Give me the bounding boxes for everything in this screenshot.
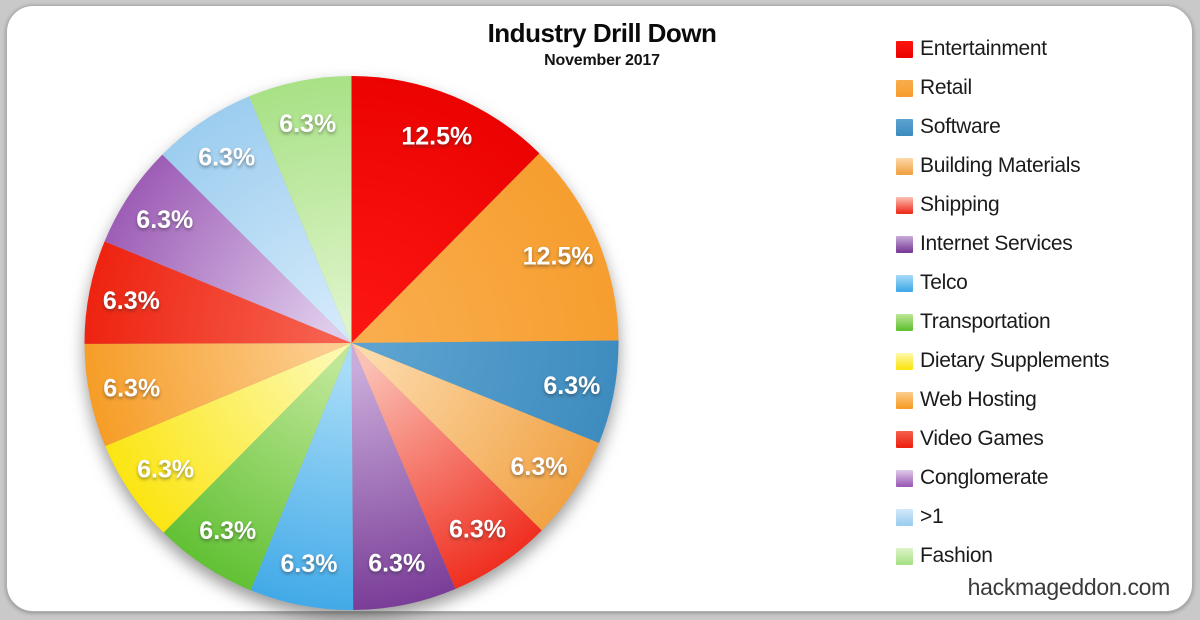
pie-slice-value-web-hosting: 6.3%	[103, 375, 160, 403]
pie-slice-conglomerate	[104, 154, 352, 343]
pie-slice-transportation	[163, 343, 352, 591]
legend-label: Dietary Supplements	[920, 349, 1110, 372]
pie-slice-value-software: 6.3%	[543, 372, 600, 400]
pie-slice-fashion	[249, 76, 352, 343]
pie-slices	[84, 76, 619, 610]
legend-label: Internet Services	[920, 232, 1073, 255]
legend-swatch-icon	[896, 391, 913, 409]
legend-swatch-icon	[896, 274, 913, 292]
pie-slice-value-shipping: 6.3%	[449, 516, 506, 544]
pie-slice-video-games	[84, 241, 352, 344]
legend-item-entertainment: Entertainment	[896, 37, 1109, 61]
pie-slice-software	[351, 340, 619, 444]
legend-item-software: Software	[896, 115, 1109, 139]
legend-swatch-icon	[896, 469, 913, 487]
legend-label: Transportation	[920, 310, 1051, 333]
legend-label: Conglomerate	[920, 466, 1049, 489]
legend-item-video-games: Video Games	[896, 427, 1109, 451]
legend: Entertainment Retail Software Building Mate…	[896, 37, 1110, 583]
pie-slice-value-building-materials: 6.3%	[511, 453, 568, 481]
legend-label: Fashion	[920, 544, 993, 567]
pie-slice-telco	[250, 343, 354, 610]
legend-item-transportation: Transportation	[896, 310, 1109, 334]
pie-slice-dietary-supplements	[105, 343, 352, 533]
legend-swatch-icon	[896, 235, 913, 253]
pie-slice-value-transportation: 6.3%	[199, 517, 256, 545]
pie-slice-value-dietary-supplements: 6.3%	[137, 455, 194, 483]
legend-label: Retail	[920, 76, 972, 99]
pie-slice-web-hosting	[84, 343, 352, 447]
legend-swatch-icon	[896, 196, 913, 214]
pie-slice-value-telco: 6.3%	[281, 550, 338, 578]
pie-slice-value-entertainment: 12.5%	[401, 123, 472, 151]
pie-slice-value-1: 6.3%	[198, 144, 255, 172]
pie-slice-labels: 12.5% 12.5% 6.3% 6.3% 6.3% 6.3% 6.3% 6.3% 6.3% 6.…	[103, 110, 600, 578]
pie-slice-building-materials	[351, 343, 600, 531]
pie-slice-1	[162, 96, 352, 344]
legend-swatch-icon	[896, 157, 913, 175]
pie-slice-value-conglomerate: 6.3%	[136, 206, 193, 234]
legend-item-retail: Retail	[896, 76, 1109, 100]
legend-swatch-icon	[896, 118, 913, 136]
legend-item-dietary-supplements: Dietary Supplements	[896, 349, 1110, 373]
pie-slice-entertainment	[351, 76, 540, 343]
legend-label: Building Materials	[920, 154, 1081, 177]
legend-item-shipping: Shipping	[896, 193, 1109, 217]
legend-item-telco: Telco	[896, 271, 1109, 295]
pie-slice-shipping	[351, 343, 542, 589]
pie-slice-value-retail: 12.5%	[523, 243, 594, 271]
pie-slice-value-internet-services: 6.3%	[368, 550, 425, 578]
pie-slice-internet-services	[351, 343, 456, 610]
legend-label: Web Hosting	[920, 388, 1037, 411]
pie-slice-value-video-games: 6.3%	[103, 287, 160, 315]
legend-swatch-icon	[896, 352, 913, 370]
watermark: hackmageddon.com	[967, 574, 1171, 600]
legend-item-fashion: Fashion	[896, 544, 1109, 568]
legend-swatch-icon	[896, 430, 913, 448]
legend-swatch-icon	[896, 547, 913, 565]
legend-item-internet-services: Internet Services	[896, 232, 1109, 256]
pie-chart: 12.5% 12.5% 6.3% 6.3% 6.3% 6.3% 6.3% 6.3% 6.3% 6.…	[84, 76, 619, 610]
legend-swatch-icon	[896, 40, 913, 58]
chart-card: Industry Drill Down November 2017 12.5% 1…	[6, 5, 1193, 612]
legend-label: Shipping	[920, 193, 1000, 216]
legend-label: >1	[920, 505, 944, 528]
pie-slice-value-fashion: 6.3%	[279, 110, 336, 138]
legend-label: Telco	[920, 271, 968, 294]
legend-label: Video Games	[920, 427, 1044, 450]
legend-item-web-hosting: Web Hosting	[896, 388, 1109, 412]
legend-item-1: >1	[896, 505, 1109, 529]
legend-item-conglomerate: Conglomerate	[896, 466, 1109, 490]
legend-swatch-icon	[896, 79, 913, 97]
legend-label: Software	[920, 115, 1001, 138]
legend-label: Entertainment	[920, 37, 1047, 60]
legend-item-building-materials: Building Materials	[896, 154, 1109, 178]
legend-swatch-icon	[896, 313, 913, 331]
pie-slice-retail	[351, 153, 619, 343]
legend-swatch-icon	[896, 508, 913, 526]
